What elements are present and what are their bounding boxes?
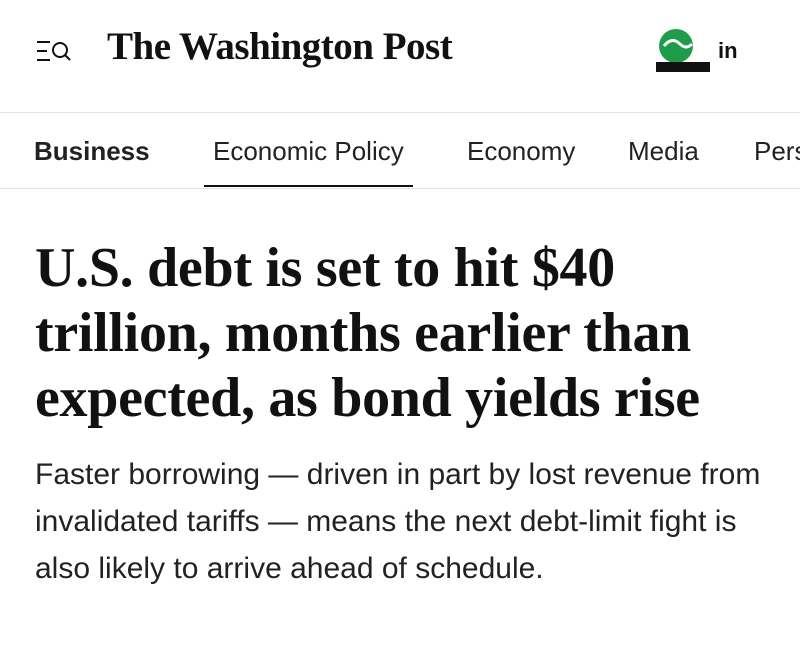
nav-item[interactable]: Economic Policy [213, 136, 404, 166]
active-underline [204, 185, 413, 187]
nav-item[interactable]: Media [628, 136, 699, 166]
nav-item[interactable]: Business [34, 136, 150, 166]
menu-search-icon[interactable] [36, 38, 72, 66]
watermark [656, 29, 710, 72]
nav-item[interactable]: Economy [467, 136, 576, 166]
logo[interactable]: The Washington Post [107, 25, 453, 68]
section-nav: Business Economic Policy Economy Media Pers [0, 113, 800, 189]
subheadline: Faster borrowing — driven in part by los… [35, 458, 761, 585]
sign-in[interactable]: in [718, 38, 738, 63]
header: The Washington Post in [0, 0, 800, 113]
nav-item[interactable]: Pers [754, 136, 800, 166]
headline: U.S. debt is set to hit $40 trillion, mo… [35, 237, 700, 429]
